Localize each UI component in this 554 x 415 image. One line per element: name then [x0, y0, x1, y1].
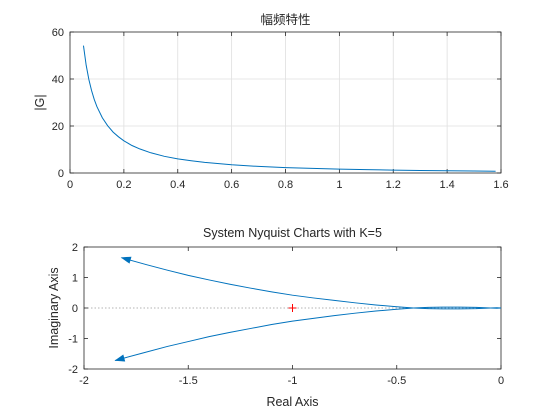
x-tick-label: 0	[67, 179, 73, 191]
series-line-2	[115, 306, 502, 361]
nyquist-ylabel: Imaginary Axis	[47, 267, 61, 348]
series-line-1	[82, 45, 496, 172]
x-tick-label: -1	[288, 375, 298, 387]
magnitude-ticks: 0 0.2 0.4 0.6 0.8 1 1.2 1.4 1.6 0 20 40 60	[52, 27, 509, 191]
magnitude-ylabel: |G|	[33, 94, 47, 110]
x-tick-label: 1.6	[493, 179, 508, 191]
nyquist-series	[114, 256, 502, 362]
x-tick-label: 0	[498, 375, 504, 387]
x-tick-label: -0.5	[387, 375, 406, 387]
y-tick-label: -2	[68, 364, 78, 376]
x-tick-label: 0.6	[224, 179, 239, 191]
magnitude-series	[82, 45, 496, 172]
y-tick-label: 0	[58, 168, 64, 180]
x-tick-label: 0.8	[278, 179, 293, 191]
x-tick-label: 0.4	[170, 179, 185, 191]
y-tick-label: 1	[72, 273, 78, 285]
y-tick-label: 60	[52, 27, 64, 39]
nyquist-critical-point	[288, 304, 297, 312]
direction-arrow-1	[120, 256, 132, 264]
x-tick-label: 1.2	[386, 179, 401, 191]
y-tick-label: 2	[72, 242, 78, 254]
y-tick-label: 20	[52, 121, 64, 133]
nyquist-title: System Nyquist Charts with K=5	[203, 226, 382, 240]
x-tick-label: -1.5	[179, 375, 198, 387]
nyquist-xlabel: Real Axis	[266, 395, 318, 409]
series-line-1	[121, 257, 502, 310]
nyquist-plot: -2 -1.5 -1 -0.5 0 -2 -1 0 1 2 System Nyquist Char…	[47, 226, 504, 409]
x-tick-label: 0.2	[116, 179, 131, 191]
x-tick-label: 1.4	[439, 179, 454, 191]
magnitude-plot: 0 0.2 0.4 0.6 0.8 1 1.2 1.4 1.6 0 20 40 60 幅频特性 |G|	[33, 12, 509, 191]
y-tick-label: 40	[52, 74, 64, 86]
direction-arrow-2	[114, 354, 126, 362]
y-tick-label: 0	[72, 303, 78, 315]
nyquist-ticks: -2 -1.5 -1 -0.5 0 -2 -1 0 1 2	[68, 242, 504, 387]
magnitude-grid	[70, 32, 501, 173]
x-tick-label: 1	[336, 179, 342, 191]
x-tick-label: -2	[79, 375, 89, 387]
y-tick-label: -1	[68, 334, 78, 346]
magnitude-title: 幅频特性	[260, 12, 310, 27]
